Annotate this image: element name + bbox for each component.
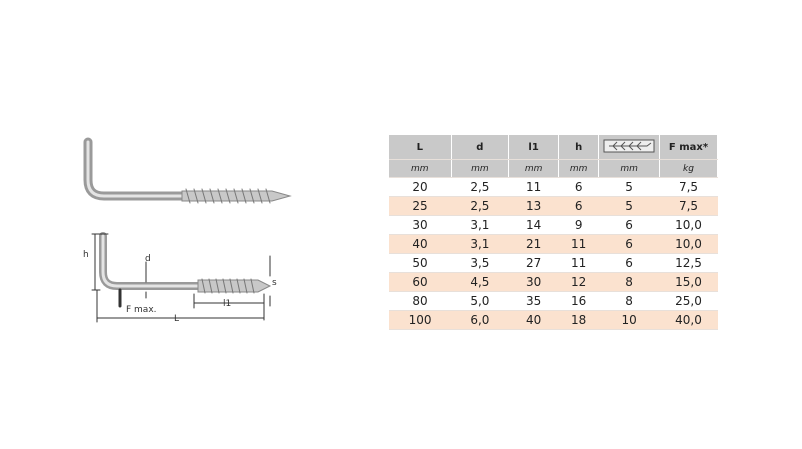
cell: 50 [389,253,452,273]
cell: 21 [508,234,559,254]
cell: 30 [389,215,452,235]
cell: 10 [598,310,660,330]
table-row: 50 3,5 27 11 6 12,5 [389,253,718,273]
column-header: h [558,135,600,160]
cell: 18 [558,310,599,330]
label-h: h [83,250,89,260]
anchor-icon [598,135,660,160]
cell: 7,5 [659,177,718,197]
unit: mm [558,159,600,178]
cell: 16 [558,291,599,311]
label-d: d [145,254,151,264]
column-header: d [451,135,510,160]
table-row: 100 6,0 40 18 10 40,0 [389,310,718,330]
table-row: 80 5,0 35 16 8 25,0 [389,291,718,311]
column-header: l1 [508,135,560,160]
unit: mm [451,159,510,178]
cell: 3,1 [451,234,509,254]
cell: 60 [389,272,452,292]
table-row: 30 3,1 14 9 6 10,0 [389,215,718,235]
cell: 12,5 [659,253,718,273]
cell: 5,0 [451,291,509,311]
cell: 6,0 [451,310,509,330]
cell: 5 [598,177,660,197]
cell: 6 [558,177,599,197]
cell: 13 [508,196,559,216]
cell: 10,0 [659,215,718,235]
cell: 14 [508,215,559,235]
cell: 30 [508,272,559,292]
cell: 9 [558,215,599,235]
cell: 2,5 [451,177,509,197]
cell: 5 [598,196,660,216]
anchor-icon [603,139,655,152]
cell: 20 [389,177,452,197]
cell: 80 [389,291,452,311]
cell: 6 [598,253,660,273]
label-s: s [272,278,277,288]
cell: 6 [558,196,599,216]
cell: 8 [598,291,660,311]
cell: 4,5 [451,272,509,292]
cell: 40 [389,234,452,254]
label-l1: l1 [223,299,231,309]
label-L: L [174,314,179,324]
unit: kg [659,159,719,178]
cell: 6 [598,215,660,235]
cell: 40 [508,310,559,330]
cell: 3,5 [451,253,509,273]
table-row: 60 4,5 30 12 8 15,0 [389,272,718,292]
cell: 25 [389,196,452,216]
cell: 3,1 [451,215,509,235]
cell: 35 [508,291,559,311]
cell: 7,5 [659,196,718,216]
cell: 11 [508,177,559,197]
cell: 11 [558,234,599,254]
column-header: F max* [659,135,719,160]
label-fmax: F max. [126,305,157,315]
cell: 2,5 [451,196,509,216]
cell: 10,0 [659,234,718,254]
cell: 15,0 [659,272,718,292]
unit: mm [508,159,560,178]
table-row: 25 2,5 13 6 5 7,5 [389,196,718,216]
column-header: L [389,135,452,160]
cell: 11 [558,253,599,273]
cell: 6 [598,234,660,254]
table-row: 20 2,5 11 6 5 7,5 [389,177,718,197]
cell: 12 [558,272,599,292]
cell: 100 [389,310,452,330]
cell: 8 [598,272,660,292]
cell: 27 [508,253,559,273]
unit: mm [598,159,660,178]
cell: 25,0 [659,291,718,311]
unit: mm [389,159,452,178]
table-row: 40 3,1 21 11 6 10,0 [389,234,718,254]
table-row: mm mm mm mm mm kg [389,159,719,178]
cell: 40,0 [659,310,718,330]
